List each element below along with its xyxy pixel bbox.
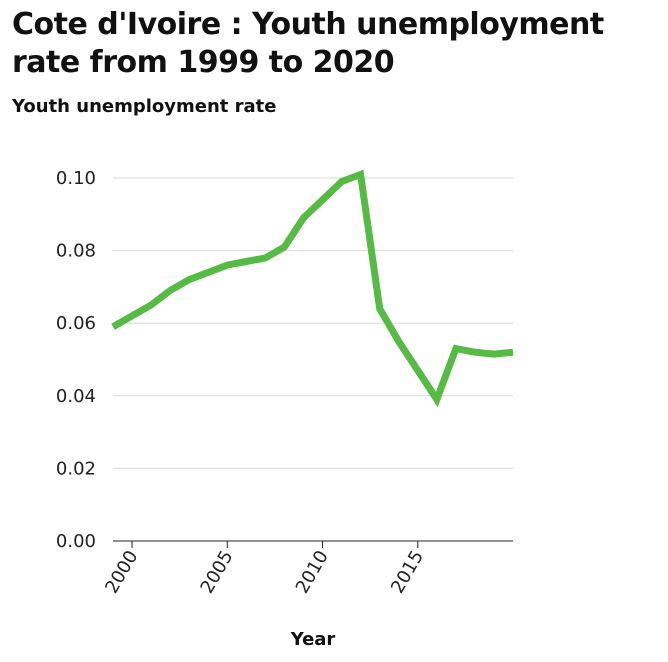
- x-tick-label: 2000: [101, 547, 142, 597]
- y-axis-label: Youth unemployment rate: [12, 96, 277, 117]
- y-tick-label: 0.00: [56, 531, 96, 552]
- y-tick-label: 0.10: [56, 168, 96, 189]
- y-tick-label: 0.08: [56, 241, 96, 262]
- y-tick-label: 0.04: [56, 386, 96, 407]
- y-tick-label: 0.06: [56, 313, 96, 334]
- x-tick-label: 2015: [387, 547, 428, 597]
- y-tick-label: 0.02: [56, 458, 96, 479]
- x-tick-label: 2010: [292, 547, 333, 597]
- x-axis-label: Year: [290, 629, 336, 650]
- x-tick-label: 2005: [197, 547, 238, 597]
- series-line-0: [111, 169, 514, 408]
- chart-title: Cote d'Ivoire : Youth unemployment rate …: [12, 7, 604, 80]
